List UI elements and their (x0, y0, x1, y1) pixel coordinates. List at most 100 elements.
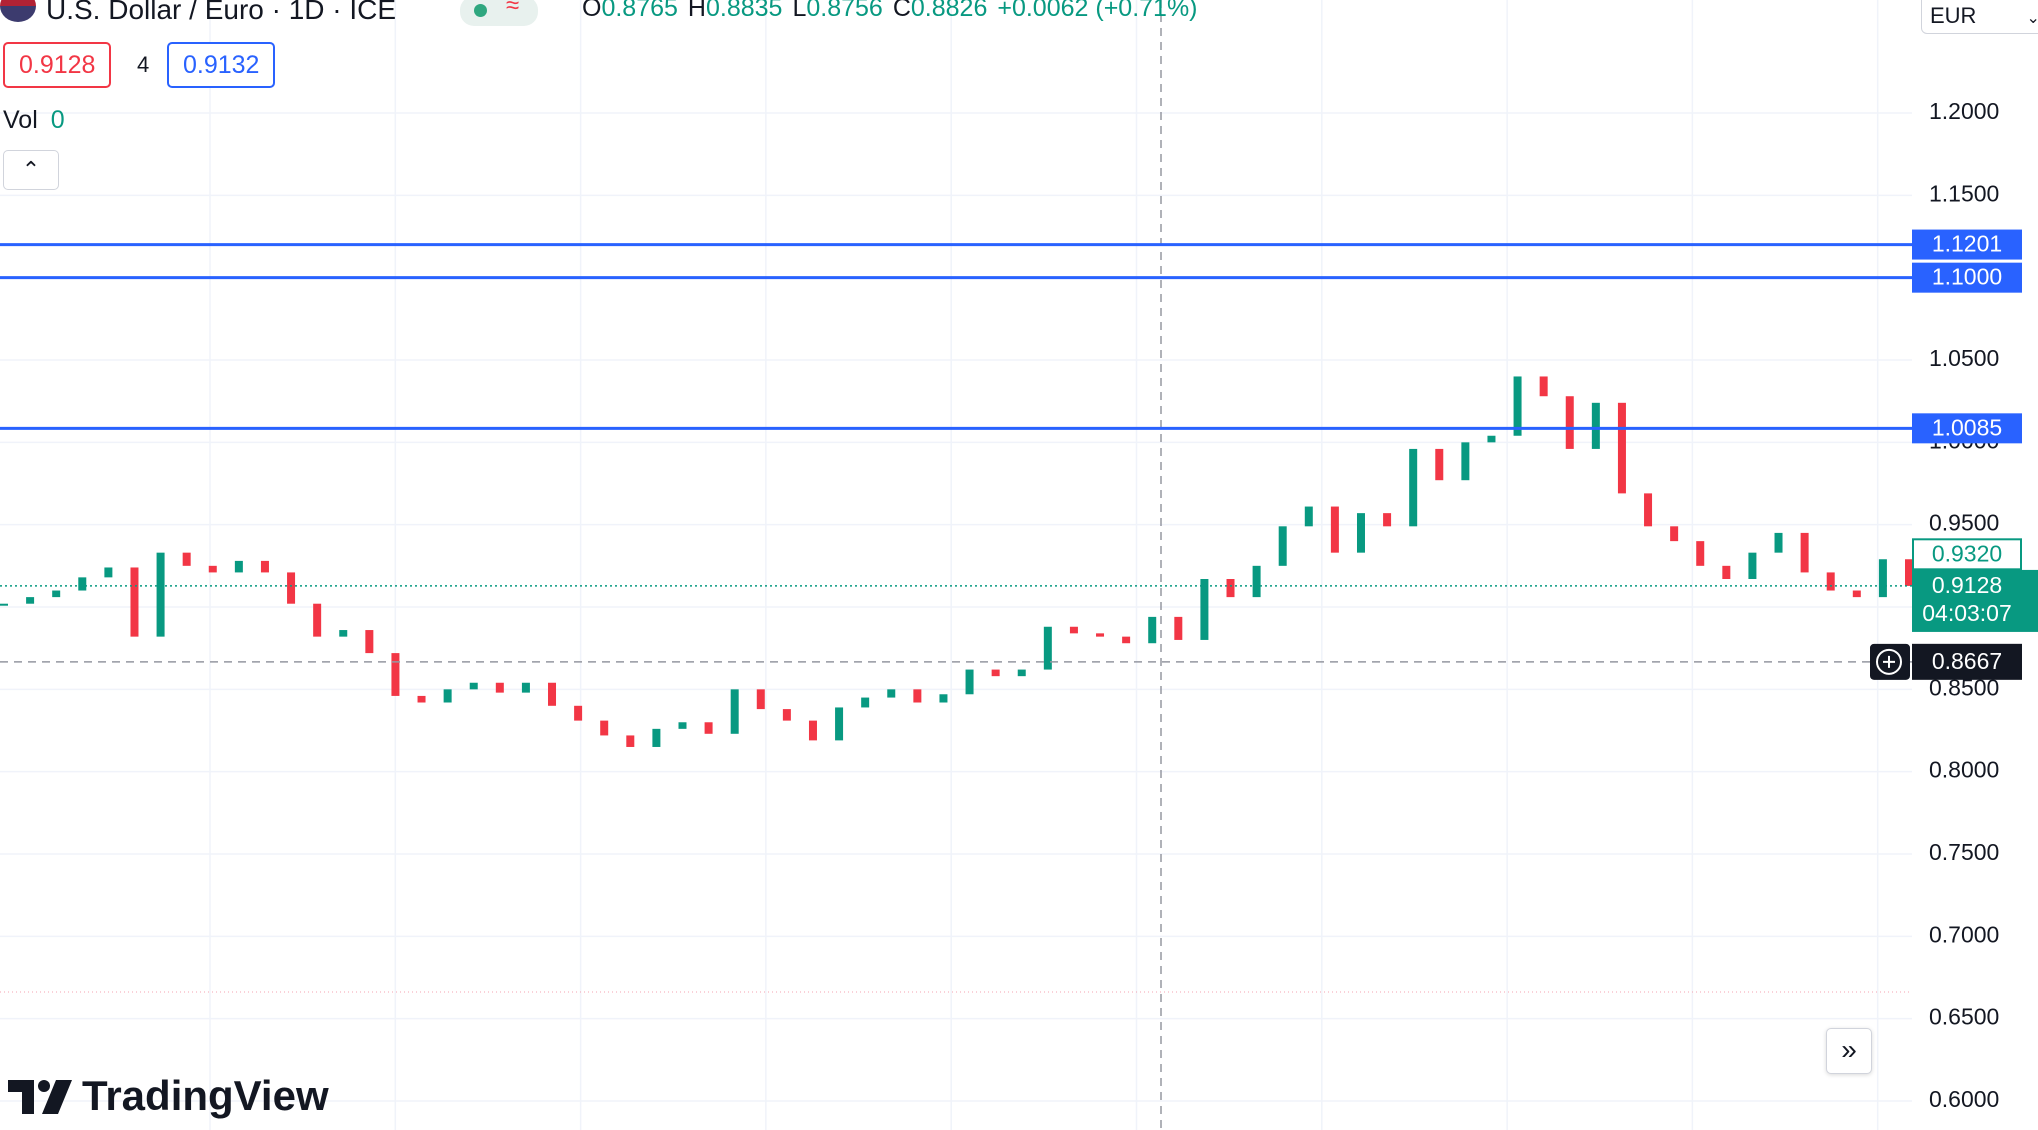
candle (861, 697, 870, 708)
ask-button[interactable]: 0.9132 (167, 42, 276, 88)
ohlc-value: 0.8826 (910, 0, 988, 22)
candle (443, 689, 452, 703)
candle (417, 695, 426, 703)
candle (1017, 669, 1026, 677)
candle (913, 689, 922, 703)
candle (782, 709, 791, 721)
candle (287, 572, 296, 604)
candle (1200, 579, 1209, 640)
candle (1096, 633, 1105, 637)
candle (52, 590, 61, 598)
price-line-tag (1912, 413, 2022, 444)
y-tick-label: 0.7500 (1929, 839, 1999, 865)
candle (1565, 396, 1574, 449)
high-marker-tag (1912, 538, 2022, 571)
candle (1644, 493, 1653, 527)
candle (1383, 513, 1392, 527)
candle (391, 653, 400, 696)
candle (965, 669, 974, 695)
candle (104, 567, 113, 578)
candle (1043, 626, 1052, 670)
y-tick-label: 1.0500 (1929, 345, 1999, 371)
candle (548, 682, 557, 706)
crosshair-label: 0.8667 (1932, 648, 2002, 674)
candle (626, 735, 635, 747)
candle (835, 707, 844, 741)
candle (1122, 636, 1131, 644)
candle (652, 728, 661, 747)
candle (887, 689, 896, 698)
candle (1748, 552, 1757, 580)
last-price-tag (1912, 569, 2038, 632)
plus-icon-cross (1883, 655, 1895, 668)
candle (156, 552, 165, 637)
ohlc-value: 0.8756 (806, 0, 883, 22)
ohlc-value: 0.8765 (601, 0, 678, 22)
volume-label: Vol (3, 106, 38, 134)
candle (1722, 565, 1731, 580)
candle (234, 560, 243, 573)
candle (1252, 565, 1261, 598)
candle (1069, 626, 1078, 634)
y-tick-label: 0.7000 (1929, 921, 1999, 947)
candle (26, 597, 35, 604)
candle (78, 577, 87, 591)
candle (1852, 590, 1861, 598)
volume-legend: Vol 0 (3, 106, 65, 135)
price-line-tag (1912, 229, 2022, 260)
candle (1878, 559, 1887, 598)
candle (365, 630, 374, 654)
candle (1487, 435, 1496, 443)
candle (1461, 442, 1470, 481)
countdown: 04:03:07 (1922, 600, 2012, 626)
candle (0, 603, 8, 606)
collapse-button[interactable]: ⌃ (3, 150, 59, 190)
scroll-right-button[interactable]: » (1826, 1028, 1872, 1074)
ohlc-value: 0.8835 (705, 0, 783, 22)
candle (1304, 506, 1313, 527)
plus-icon (1876, 648, 1902, 675)
ohlc-key: L (792, 0, 807, 22)
candle (1670, 526, 1679, 542)
change: +0.0062 (+0.71%) (997, 0, 1198, 22)
candle (521, 682, 530, 693)
candle (808, 720, 817, 741)
y-tick-label: 0.8000 (1929, 757, 1999, 783)
ohlc-key: H (687, 0, 706, 22)
ohlc-legend: O0.8765 H0.8835 L0.8756 C0.8826 +0.0062 (+0.… (572, 0, 1198, 23)
candle (678, 722, 687, 729)
candle (991, 669, 1000, 677)
candle (704, 722, 713, 734)
currency: EUR (1930, 3, 1977, 28)
ohlc-key: O (582, 0, 602, 22)
price-line-tag (1912, 262, 2022, 293)
candle (1539, 376, 1548, 397)
crosshair-tag (1912, 643, 2022, 680)
branding: TradingView (82, 1072, 329, 1119)
candle (1226, 579, 1235, 598)
candle (574, 705, 583, 721)
bid-button[interactable]: 0.9128 (3, 42, 112, 88)
flag-icon (0, 0, 36, 22)
candle (1905, 559, 1913, 586)
symbol-title[interactable]: U.S. Dollar / Euro · 1D · ICE (46, 0, 397, 25)
last-price-label: 0.9128 (1932, 572, 2002, 598)
candle (495, 682, 504, 693)
candle (756, 689, 765, 710)
currency-select[interactable]: EUR ⌄ (1921, 0, 2038, 34)
candle (313, 603, 322, 637)
y-tick-label: 0.6500 (1929, 1004, 1999, 1030)
high-marker-label: 0.9320 (1932, 540, 2002, 566)
logo-dot (38, 1080, 50, 1092)
candle (939, 694, 948, 703)
y-tick-label: 1.1500 (1929, 180, 1999, 206)
candle (1435, 448, 1444, 481)
candle (1800, 532, 1809, 573)
y-tick-label: 0.9500 (1929, 510, 1999, 536)
candle (1278, 526, 1287, 566)
logo-icon (8, 1080, 72, 1114)
candle (1696, 541, 1705, 566)
